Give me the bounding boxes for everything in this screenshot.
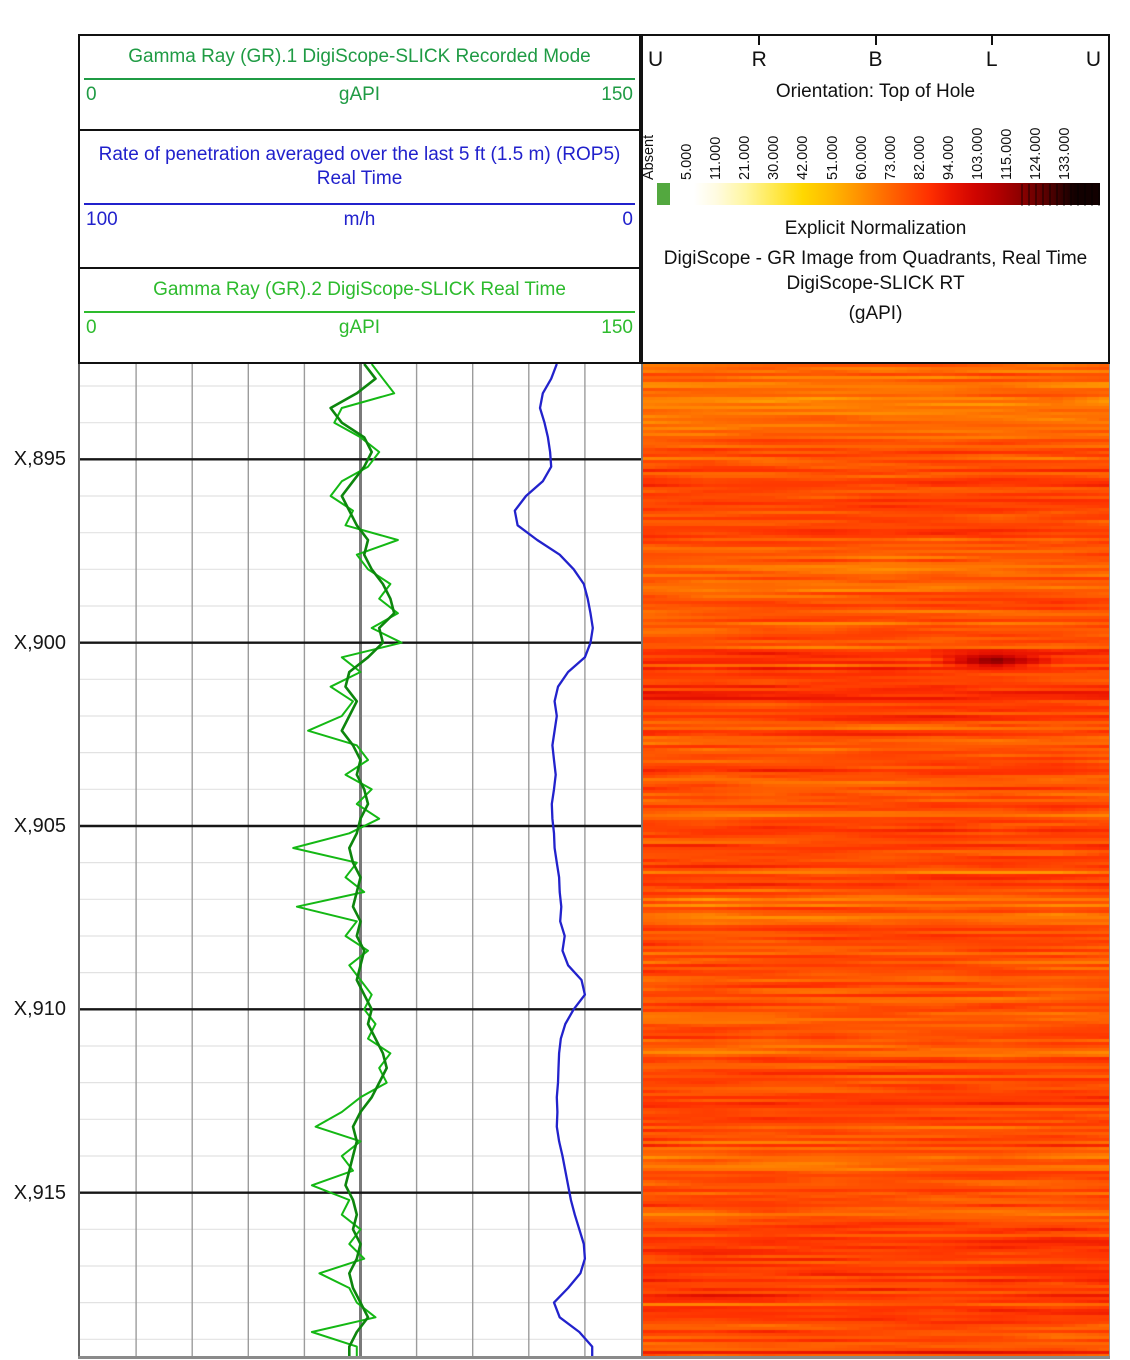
gr2-scale-right: 150 — [601, 317, 633, 338]
colorbar-tick-labels: Absent 5.000 11.000 21.000 30.000 42.000 51.00… — [641, 106, 1108, 182]
rop-scale-right: 0 — [622, 209, 633, 230]
curve-track-canvas[interactable] — [80, 364, 641, 1356]
gr2-underline — [84, 311, 635, 313]
gr1-header-section: Gamma Ray (GR).1 DigiScope-SLICK Recorde… — [80, 36, 639, 129]
gr-image-canvas[interactable] — [643, 364, 1109, 1356]
orientation-tick — [758, 36, 761, 45]
orientation-letter-u-4: U — [1085, 48, 1101, 71]
depth-label-910: X,910 — [13, 998, 66, 1021]
gr1-recorded-curve — [329, 364, 396, 1356]
gr2-realtime-curve — [292, 364, 403, 1356]
colorbar-label-103.000: 103.000 — [970, 127, 986, 180]
colorbar-label-21.000: 21.000 — [737, 135, 754, 180]
colorbar-label-124.000: 124.000 — [1028, 127, 1045, 180]
rop-scale-left: 100 — [86, 209, 118, 230]
gr2-header-section: Gamma Ray (GR).2 DigiScope-SLICK Real Ti… — [80, 267, 639, 360]
curve-track-header: Gamma Ray (GR).1 DigiScope-SLICK Recorde… — [78, 34, 641, 364]
gr1-scale-right: 150 — [601, 84, 633, 105]
rop-underline — [84, 203, 635, 205]
colorbar-label-5.000: 5.000 — [679, 143, 695, 180]
gr1-underline — [84, 78, 635, 80]
image-track-header: U R B L U Orientation: Top of Hole Absent 5.0… — [641, 34, 1110, 364]
colorbar-label-51.000: 51.000 — [824, 135, 841, 180]
depth-label-915: X,915 — [13, 1181, 66, 1204]
orientation-caption: Orientation: Top of Hole — [775, 81, 976, 102]
colorbar-label-absent: Absent — [641, 134, 657, 180]
gr2-unit: gAPI — [338, 317, 381, 338]
plot-bottom-border — [78, 1356, 1110, 1359]
orientation-tick — [874, 36, 877, 45]
rop5-curve — [513, 364, 594, 1356]
orientation-letter-u-0: U — [648, 48, 664, 71]
colorbar-label-133.000: 133.000 — [1057, 127, 1074, 180]
orientation-letter-r-1: R — [751, 48, 767, 71]
colorbar-label-94.000: 94.000 — [940, 135, 957, 180]
colorbar — [655, 182, 1100, 206]
image-title-unit: (gAPI) — [848, 303, 903, 324]
orientation-letter-b-2: B — [868, 48, 883, 71]
rop-title: Rate of penetration averaged over the la… — [98, 144, 621, 189]
image-title-line2: DigiScope-SLICK RT — [786, 273, 965, 294]
depth-label-900: X,900 — [13, 631, 66, 654]
gr2-title: Gamma Ray (GR).2 DigiScope-SLICK Real Ti… — [153, 279, 566, 300]
orientation-letter-l-3: L — [985, 48, 998, 71]
colorbar-label-73.000: 73.000 — [882, 135, 899, 180]
gr1-unit: gAPI — [338, 84, 381, 105]
rop-scale-row: 100 m/h 0 — [80, 205, 639, 235]
gr2-scale-left: 0 — [86, 317, 97, 338]
depth-axis: X,895 X,900 X,905 X,910 X,915 — [0, 364, 78, 1356]
depth-label-905: X,905 — [13, 814, 66, 837]
curve-track-plot[interactable] — [78, 364, 641, 1356]
gr1-scale-left: 0 — [86, 84, 97, 105]
colorbar-label-82.000: 82.000 — [911, 135, 928, 180]
colorbar-gradient — [683, 183, 1100, 206]
colorbar-label-11.000: 11.000 — [708, 136, 725, 180]
rop-header-section: Rate of penetration averaged over the la… — [80, 129, 639, 267]
image-title-line1: DigiScope - GR Image from Quadrants, Rea… — [663, 248, 1088, 269]
depth-label-895: X,895 — [13, 448, 66, 471]
orientation-tick — [990, 36, 993, 45]
colorbar-label-42.000: 42.000 — [795, 135, 812, 180]
gr1-title: Gamma Ray (GR).1 DigiScope-SLICK Recorde… — [128, 46, 591, 67]
normalization-caption: Explicit Normalization — [784, 218, 967, 239]
colorbar-label-60.000: 60.000 — [853, 135, 870, 180]
gr1-scale-row: 0 gAPI 150 — [80, 80, 639, 110]
colorbar-label-115.000: 115.000 — [999, 128, 1016, 180]
rop-unit: m/h — [343, 209, 376, 230]
image-track-plot[interactable] — [641, 364, 1110, 1356]
colorbar-label-30.000: 30.000 — [766, 135, 783, 180]
colorbar-striation — [1020, 184, 1100, 206]
gr2-scale-row: 0 gAPI 150 — [80, 313, 639, 343]
absent-color-swatch — [657, 183, 670, 205]
